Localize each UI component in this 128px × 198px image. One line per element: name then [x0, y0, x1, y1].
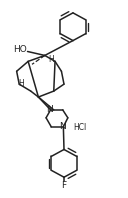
Text: H: H: [48, 55, 54, 64]
Text: HO: HO: [13, 45, 26, 54]
Text: N: N: [59, 122, 66, 131]
Text: H: H: [18, 79, 24, 88]
Text: HCl: HCl: [74, 123, 87, 132]
Text: N: N: [47, 105, 53, 114]
Text: F: F: [61, 181, 67, 190]
